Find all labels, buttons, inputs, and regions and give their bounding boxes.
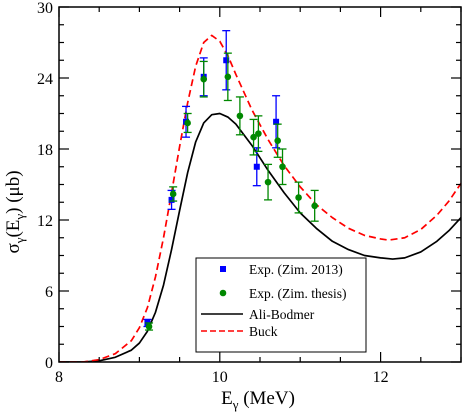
x-axis-title-sub: γ (232, 397, 239, 412)
data-point-circle (274, 137, 281, 145)
data-point-circle (250, 133, 257, 141)
legend-label-buck: Buck (249, 324, 278, 339)
legend-marker-zim-thesis (219, 289, 227, 297)
y-axis-title-main: σ (3, 243, 24, 253)
y-axis-title-mid: (E (3, 220, 24, 238)
data-point-circle (295, 194, 302, 201)
data-point-circle (184, 119, 191, 127)
x-tick-label: 10 (212, 369, 228, 386)
data-point-square (273, 118, 280, 125)
data-point-circle (169, 190, 177, 198)
y-tick-label: 18 (37, 142, 53, 159)
y-axis-title: σγ(Eγ) (μb) (3, 170, 27, 253)
x-axis-title-main: E (221, 388, 233, 409)
data-point-circle (200, 75, 208, 83)
y-tick-label: 0 (45, 355, 53, 372)
axis-layer: 8 10 12 0 6 12 18 24 30 (37, 0, 462, 386)
data-point-circle (311, 202, 318, 210)
series-layer (59, 30, 461, 362)
data-point-square (253, 163, 260, 170)
legend-label-zim2013: Exp. (Zim. 2013) (249, 262, 343, 277)
data-point-square (223, 57, 230, 64)
x-tick-label: 12 (373, 369, 389, 386)
y-tick-label: 24 (37, 71, 53, 88)
ali-bodmer-curve (59, 112, 461, 362)
data-point-circle (264, 178, 272, 186)
data-point-circle (145, 323, 153, 330)
data-point-circle (255, 130, 262, 137)
data-point-circle (279, 163, 286, 171)
y-axis-title-sub1: γ (12, 237, 27, 244)
data-point-square (168, 196, 175, 203)
x-tick-label: 8 (55, 369, 63, 386)
y-axis-title-sub2: γ (12, 214, 27, 221)
legend-marker-zim2013 (220, 266, 226, 272)
legend-label-zim-thesis: Exp. (Zim. thesis) (249, 286, 347, 301)
legend: Exp. (Zim. 2013) Exp. (Zim. thesis) Ali-… (195, 257, 367, 353)
y-tick-label: 12 (37, 213, 53, 230)
data-point-circle (236, 112, 244, 120)
legend-box (195, 257, 367, 353)
y-tick-label: 6 (45, 284, 53, 301)
y-tick-label: 30 (37, 0, 53, 17)
y-axis-title-end: ) (μb) (3, 170, 24, 213)
x-axis-title: Eγ (MeV) (221, 388, 295, 412)
x-axis-title-unit: (MeV) (238, 388, 294, 409)
data-point-circle (224, 73, 232, 81)
legend-label-ali-bodmer: Ali-Bodmer (249, 307, 315, 322)
